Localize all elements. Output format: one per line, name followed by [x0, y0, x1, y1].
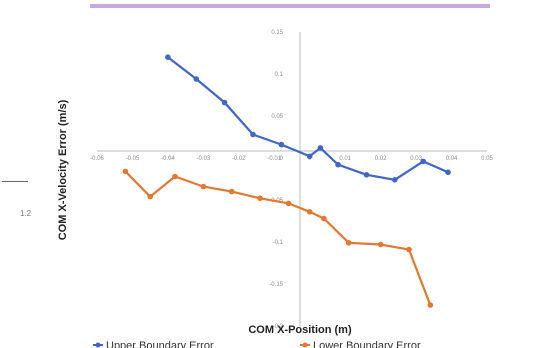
x-tick-labels: -0.06 -0.05 -0.04 -0.03 -0.02 -0.010 0.01 0.02 0… — [90, 156, 493, 162]
data-point — [306, 153, 313, 160]
x-tick-label: 0.04 — [446, 156, 458, 162]
data-point — [285, 200, 292, 207]
data-point — [345, 240, 352, 246]
data-point — [377, 241, 384, 248]
legend-item: Lower Boundary Error — [300, 340, 421, 348]
x-tick-label: -0.02 — [232, 156, 246, 162]
y-tick-label: -0.1 — [273, 240, 284, 246]
data-point — [165, 54, 171, 60]
y-tick-label: 0.05 — [271, 114, 283, 120]
x-tick-label: -0.05 — [126, 156, 140, 162]
data-point — [147, 193, 153, 200]
data-point — [445, 169, 451, 176]
data-point — [257, 195, 263, 202]
y-axis-title: COM X-Velocity Error (m/s) — [57, 99, 69, 240]
y-tick-labels: 0.150.10.050-0.05-0.1-0.15-0.2 — [269, 30, 283, 330]
legend-label: Upper Boundary Error — [106, 340, 214, 348]
data-point — [420, 158, 427, 165]
y-tick-label: 0 — [280, 156, 284, 162]
data-point — [306, 209, 313, 215]
data-point — [250, 131, 256, 138]
y-tick-label: 0.1 — [275, 72, 284, 78]
chart-axes — [97, 32, 487, 326]
x-tick-label: -0.03 — [197, 156, 211, 162]
data-point — [200, 183, 207, 190]
data-point — [172, 173, 178, 180]
x-tick-label: -0.01 — [267, 156, 281, 162]
data-point — [317, 145, 324, 151]
data-point — [321, 215, 327, 222]
legend-label: Lower Boundary Error — [313, 340, 421, 348]
x-axis-title: COM X-Position (m) — [248, 324, 352, 336]
data-point — [392, 177, 398, 183]
legend-swatch-marker — [302, 342, 308, 348]
x-tick-label: -0.06 — [90, 156, 104, 162]
series-upper-boundary — [165, 54, 451, 183]
data-point — [221, 99, 228, 106]
y-tick-label: -0.2 — [273, 324, 284, 330]
series-lower-boundary — [122, 168, 434, 308]
legend-swatch-marker — [95, 342, 101, 348]
chart-legend: Upper Boundary Error Lower Boundary Error — [93, 340, 421, 348]
series-line — [167, 56, 449, 181]
x-tick-label: 0.02 — [375, 156, 387, 162]
legend-item: Upper Boundary Error — [93, 340, 214, 348]
x-tick-label: -0.04 — [161, 156, 175, 162]
y-tick-label: 0.15 — [271, 30, 283, 36]
x-tick-label: 0.01 — [339, 156, 351, 162]
data-point — [406, 246, 412, 253]
x-tick-label: 0.03 — [410, 156, 422, 162]
decorative-top-rule — [90, 4, 490, 8]
data-point — [363, 172, 370, 178]
chart-series — [122, 54, 451, 308]
data-point — [427, 302, 434, 308]
page-margin-mark — [2, 181, 28, 182]
data-point — [193, 76, 200, 82]
x-tick-label: 0.05 — [481, 156, 493, 162]
page-margin-number: 1.2 — [20, 209, 32, 218]
data-point — [122, 168, 129, 175]
data-point — [228, 188, 235, 195]
data-point — [335, 161, 341, 168]
data-point — [278, 141, 285, 148]
y-tick-label: -0.15 — [269, 282, 283, 288]
